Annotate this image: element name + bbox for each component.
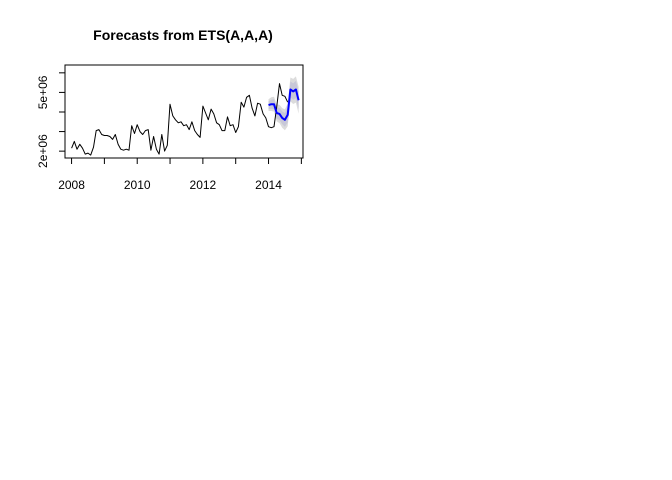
x-tick-label: 2012 <box>190 178 217 192</box>
x-axis: 2008 2010 2012 2014 <box>58 157 302 192</box>
x-tick-label: 2010 <box>124 178 151 192</box>
forecast-series-line <box>268 88 300 121</box>
y-tick-label: 2e+06 <box>36 134 50 168</box>
plot-frame <box>64 64 304 159</box>
x-tick-label: 2008 <box>58 178 85 192</box>
x-tick-label: 2014 <box>255 178 282 192</box>
chart-title: Forecasts from ETS(A,A,A) <box>93 27 273 43</box>
y-tick-label: 5e+06 <box>36 75 50 109</box>
series-lines <box>71 83 300 156</box>
y-axis: 2e+06 5e+06 <box>36 72 66 168</box>
observed-series-line <box>71 83 289 156</box>
